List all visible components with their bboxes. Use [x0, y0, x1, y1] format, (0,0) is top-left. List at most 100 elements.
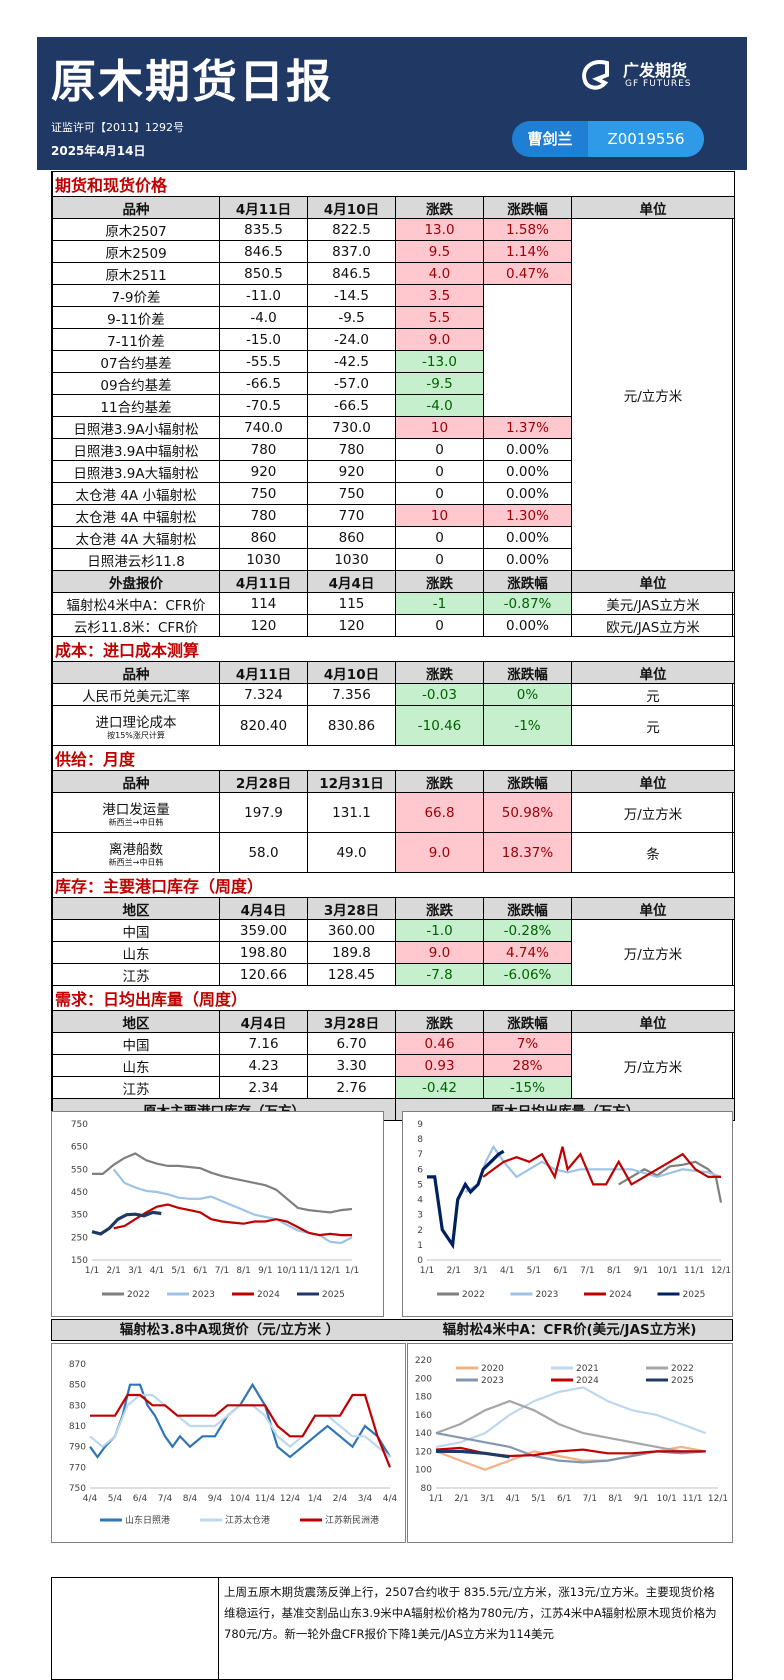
- item-name: 11合约基差: [52, 394, 220, 417]
- value-current: 860: [219, 526, 308, 549]
- y-tick-label: 120: [415, 1447, 432, 1457]
- column-header: 涨跌: [395, 897, 484, 920]
- legend-label: 江苏太仓港: [225, 1514, 270, 1526]
- value-current: 920: [219, 460, 308, 483]
- value-previous: -57.0: [307, 372, 396, 395]
- y-tick-label: 7: [417, 1150, 423, 1160]
- section-title: 需求：日均出库量（周度）: [51, 985, 736, 1011]
- value-change-pct: 0.00%: [483, 614, 572, 637]
- value-current: 780: [219, 504, 308, 527]
- column-header: 4月4日: [219, 1010, 308, 1033]
- column-header: 4月10日: [307, 196, 396, 219]
- y-tick-label: 750: [69, 1484, 86, 1494]
- legend-label: 2023: [536, 1290, 559, 1300]
- table-row: 日照港3.9A小辐射松 740.0 730.0 10 1.37%: [52, 416, 735, 439]
- series-line-2025: [427, 1149, 505, 1250]
- column-header: 涨跌: [395, 661, 484, 684]
- x-tick-label: 8/1: [608, 1494, 622, 1504]
- price-table: 期货和现货价格 品种 4月11日 4月10日 涨跌 涨跌幅 单位 原木2507 835.5 822…: [51, 171, 736, 1121]
- y-tick-label: 150: [71, 1256, 88, 1266]
- value-change: -1.0: [395, 919, 484, 942]
- unit-cell: 元: [570, 705, 736, 746]
- value-change: 0: [395, 526, 484, 549]
- value-current: 2.34: [219, 1076, 308, 1099]
- x-tick-label: 9/1: [634, 1266, 648, 1276]
- value-change-pct: 0.00%: [483, 438, 572, 461]
- report-title: 原木期货日报: [51, 55, 334, 108]
- value-current: 120: [219, 614, 308, 637]
- value-change: -10.46: [395, 705, 484, 746]
- value-previous: -14.5: [307, 284, 396, 307]
- legend-label: 2021: [576, 1364, 599, 1374]
- column-header-row: 品种 2月28日 12月31日 涨跌 涨跌幅 单位: [52, 770, 736, 793]
- column-header-row: 地区 4月4日 3月28日 涨跌 涨跌幅 单位: [52, 897, 736, 920]
- item-name: 太仓港 4A 大辐射松: [52, 526, 220, 549]
- table-row: 离港船数 新西兰→中日韩 58.0 49.0 9.0 18.37% 条: [52, 832, 736, 873]
- author-id: Z0019556: [588, 121, 704, 157]
- value-change: -9.5: [395, 372, 484, 395]
- column-header: 地区: [52, 1010, 220, 1033]
- table-row: 09合约基差 -66.5 -57.0 -9.5: [52, 372, 735, 395]
- value-change-pct: 7%: [483, 1032, 572, 1055]
- y-tick-label: 8: [417, 1135, 423, 1145]
- value-current: 58.0: [219, 832, 308, 873]
- x-tick-label: 12/1: [320, 1266, 340, 1276]
- x-tick-label: 6/1: [553, 1266, 567, 1276]
- spot-price-chart: 750 770 790 810 830 850 870 4/4 5/4 6/4 7/4 8/4 9/4 1…: [51, 1343, 406, 1543]
- chart-title-spot: 辐射松3.8中A现货价（元/立方米 ）: [119, 1322, 340, 1338]
- value-current: -15.0: [219, 328, 308, 351]
- column-header: 2月28日: [219, 770, 308, 793]
- table-row: 辐射松4米中A：CFR价 114 115 -1 -0.87% 美元/JAS立方米: [52, 592, 736, 615]
- y-tick-label: 870: [69, 1360, 86, 1370]
- unit-cell: 万/立方米: [570, 919, 736, 986]
- value-change-pct: 50.98%: [483, 792, 572, 833]
- y-tick-label: 450: [71, 1188, 88, 1198]
- value-change-pct: -0.28%: [483, 919, 572, 942]
- table-row: 山东 4.23 3.30 0.93 28%: [52, 1054, 735, 1077]
- section-title: 期货和现货价格: [51, 171, 736, 197]
- legend-label: 2024: [576, 1376, 599, 1386]
- legend-label: 2024: [257, 1290, 280, 1300]
- value-change-pct: 18.37%: [483, 832, 572, 873]
- y-tick-label: 140: [415, 1429, 432, 1439]
- y-tick-label: 350: [71, 1211, 88, 1221]
- value-change: 0: [395, 438, 484, 461]
- item-name: 离港船数 新西兰→中日韩: [52, 832, 220, 873]
- item-name-note: 按15%涨尺计算: [107, 731, 165, 740]
- value-change-pct: 0.00%: [483, 526, 572, 549]
- value-previous: -9.5: [307, 306, 396, 329]
- x-tick-label: 4/1: [150, 1266, 164, 1276]
- y-tick-label: 80: [421, 1484, 433, 1494]
- legend-label: 2022: [462, 1290, 485, 1300]
- value-change: 9.5: [395, 240, 484, 263]
- item-name: 7-9价差: [52, 284, 220, 307]
- section-header-row: 供给：月度: [51, 745, 736, 771]
- region-name: 江苏: [52, 1076, 220, 1099]
- value-previous: 3.30: [307, 1054, 396, 1077]
- value-previous: 7.356: [307, 683, 396, 706]
- legend-label: 2024: [609, 1290, 632, 1300]
- value-previous: 730.0: [307, 416, 396, 439]
- value-previous: 780: [307, 438, 396, 461]
- column-header: 单位: [570, 661, 736, 684]
- x-tick-label: 4/1: [500, 1266, 514, 1276]
- column-header: 单位: [570, 570, 736, 593]
- value-current: 820.40: [219, 705, 308, 746]
- value-previous: 830.86: [307, 705, 396, 746]
- y-tick-label: 180: [415, 1393, 432, 1403]
- item-name: 7-11价差: [52, 328, 220, 351]
- value-previous: 1030: [307, 548, 396, 571]
- x-tick-label: 5/4: [108, 1494, 123, 1504]
- report-header: 原木期货日报 证监许可【2011】1292号 2025年4月14日 广发期货 G…: [37, 37, 747, 170]
- legend-label: 2022: [671, 1364, 694, 1374]
- table-row: 港口发运量 新西兰→中日韩 197.9 131.1 66.8 50.98% 万/立方米: [52, 792, 736, 833]
- column-header: 涨跌: [395, 196, 484, 219]
- y-tick-label: 2: [417, 1226, 423, 1236]
- x-tick-label: 3/1: [128, 1266, 142, 1276]
- unit-cell: 美元/JAS立方米: [570, 592, 736, 615]
- value-change: -4.0: [395, 394, 484, 417]
- table-row: 7-11价差 -15.0 -24.0 9.0: [52, 328, 735, 351]
- column-header-row: 地区 4月4日 3月28日 涨跌 涨跌幅 单位: [52, 1010, 736, 1033]
- column-header: 外盘报价: [52, 570, 220, 593]
- column-header: 涨跌: [395, 570, 484, 593]
